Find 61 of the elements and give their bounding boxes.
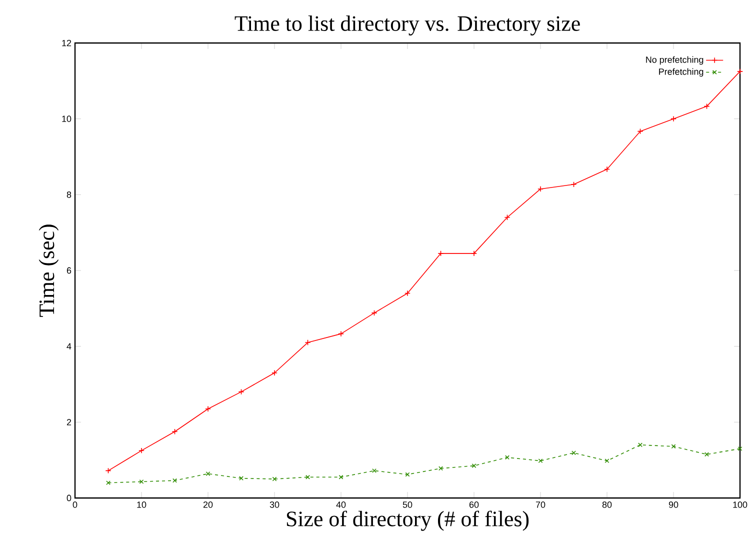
point bbox=[738, 446, 742, 451]
y-tick-label: 10 bbox=[62, 116, 72, 122]
point bbox=[304, 340, 311, 346]
point bbox=[205, 406, 211, 412]
x-tick-label: 70 bbox=[536, 502, 546, 508]
point bbox=[138, 448, 144, 454]
point bbox=[471, 250, 477, 256]
x-axis-title: Size of directory (# of files) bbox=[286, 510, 529, 531]
point bbox=[637, 128, 644, 134]
point bbox=[272, 370, 278, 376]
point bbox=[572, 450, 576, 456]
point bbox=[405, 472, 410, 477]
x-tick-label: 80 bbox=[602, 502, 612, 508]
point bbox=[404, 290, 410, 296]
point bbox=[704, 103, 710, 110]
point bbox=[638, 442, 642, 448]
point bbox=[704, 452, 709, 457]
point bbox=[671, 444, 676, 449]
y-tick-label: 0 bbox=[66, 494, 72, 502]
x-tick-label: 20 bbox=[203, 502, 213, 508]
point bbox=[538, 458, 543, 464]
point bbox=[438, 466, 443, 471]
y-tick-label: 12 bbox=[62, 40, 72, 46]
y-axis-title: Time (sec) bbox=[38, 224, 59, 317]
y-tick-label: 8 bbox=[66, 191, 72, 198]
point bbox=[338, 474, 344, 480]
point bbox=[604, 166, 610, 172]
x-tick-label: 90 bbox=[668, 502, 678, 508]
x-tick-label: 10 bbox=[137, 502, 146, 508]
point bbox=[505, 455, 510, 460]
point bbox=[472, 464, 476, 468]
point bbox=[239, 476, 244, 480]
point bbox=[338, 330, 344, 337]
point bbox=[670, 116, 676, 122]
point bbox=[504, 214, 510, 220]
point bbox=[604, 458, 610, 464]
point bbox=[272, 476, 277, 482]
x-tick-label: 60 bbox=[469, 502, 479, 508]
legend-label: No prefetching bbox=[646, 56, 704, 65]
y-tick-label: 6 bbox=[66, 267, 72, 274]
x-tick-label: 50 bbox=[402, 502, 412, 508]
x-tick-label: 30 bbox=[270, 502, 280, 508]
point bbox=[538, 186, 544, 192]
point bbox=[238, 388, 244, 395]
legend-label: Prefetching bbox=[659, 68, 704, 77]
point bbox=[438, 250, 444, 256]
point bbox=[371, 310, 378, 316]
x-tick-label: 100 bbox=[733, 502, 748, 508]
chart-title: Time to list directory vs. Directory size bbox=[234, 16, 580, 36]
x-tick-label: 0 bbox=[72, 502, 78, 508]
point bbox=[106, 480, 110, 486]
point bbox=[206, 471, 210, 476]
point bbox=[570, 181, 577, 188]
point bbox=[172, 478, 177, 483]
point bbox=[139, 479, 144, 484]
point bbox=[172, 428, 178, 435]
y-tick-label: 2 bbox=[66, 419, 72, 426]
y-tick-label: 4 bbox=[66, 343, 72, 350]
point bbox=[372, 468, 376, 473]
x-tick-label: 40 bbox=[336, 502, 346, 508]
point bbox=[306, 474, 310, 480]
